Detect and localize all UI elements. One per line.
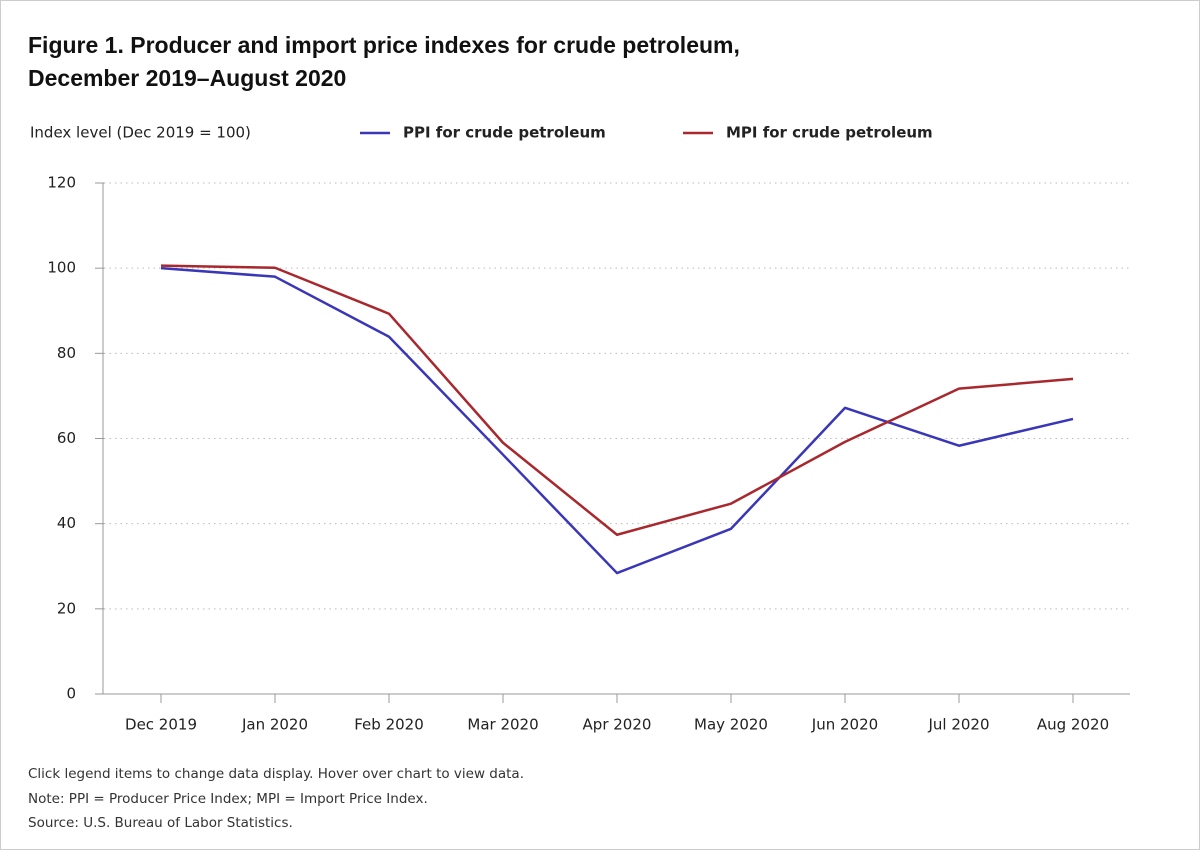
- x-tick-label: Jul 2020: [927, 716, 989, 734]
- note: Source: U.S. Bureau of Labor Statistics.: [28, 815, 293, 831]
- y-tick-label: 40: [57, 514, 76, 532]
- note: Click legend items to change data displa…: [28, 766, 524, 782]
- y-tick-label: 80: [57, 344, 76, 362]
- y-tick-label: 20: [57, 599, 76, 617]
- y-tick-label: 0: [66, 685, 76, 703]
- y-tick-label: 100: [47, 259, 76, 277]
- y-axis-label: Index level (Dec 2019 = 100): [30, 124, 251, 142]
- x-tick-label: Dec 2019: [125, 716, 197, 734]
- legend-label[interactable]: PPI for crude petroleum: [403, 124, 606, 142]
- x-tick-label: May 2020: [694, 716, 768, 734]
- x-tick-label: Apr 2020: [583, 716, 652, 734]
- line-series: [160, 264, 1074, 536]
- x-tick-label: Jun 2020: [811, 716, 878, 734]
- line-series: [160, 266, 1074, 575]
- chart-title: Figure 1. Producer and import price inde…: [28, 32, 740, 91]
- x-tick-label: Feb 2020: [354, 716, 424, 734]
- legend-label[interactable]: MPI for crude petroleum: [726, 124, 933, 142]
- y-tick-label: 120: [47, 174, 76, 192]
- x-tick-label: Mar 2020: [467, 716, 538, 734]
- x-tick-label: Jan 2020: [241, 716, 308, 734]
- x-tick-label: Aug 2020: [1037, 716, 1109, 734]
- y-tick-label: 60: [57, 429, 76, 447]
- note: Note: PPI = Producer Price Index; MPI = …: [28, 791, 428, 807]
